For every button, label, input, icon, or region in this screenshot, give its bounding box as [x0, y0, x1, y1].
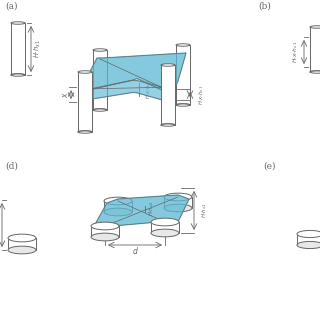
Polygon shape [93, 195, 189, 228]
Text: (e): (e) [263, 162, 276, 171]
Ellipse shape [164, 204, 192, 212]
Polygon shape [161, 65, 175, 125]
Polygon shape [78, 72, 92, 132]
Polygon shape [310, 27, 320, 72]
Polygon shape [80, 53, 186, 93]
Ellipse shape [11, 74, 25, 76]
Ellipse shape [11, 22, 25, 24]
Polygon shape [297, 234, 320, 245]
Ellipse shape [151, 229, 179, 237]
Ellipse shape [310, 71, 320, 73]
Polygon shape [11, 23, 25, 75]
Ellipse shape [104, 197, 132, 205]
Ellipse shape [93, 109, 107, 111]
Ellipse shape [78, 131, 92, 133]
Text: $H$-$x$-$h_{x2}$: $H$-$x$-$h_{x2}$ [144, 78, 153, 99]
Text: $H$-$h_{x1}$: $H$-$h_{x1}$ [33, 40, 43, 58]
Ellipse shape [310, 26, 320, 28]
Polygon shape [164, 197, 192, 208]
Ellipse shape [91, 222, 119, 230]
Text: $d$: $d$ [132, 244, 139, 255]
Ellipse shape [93, 49, 107, 51]
Polygon shape [93, 50, 107, 110]
Polygon shape [104, 201, 132, 212]
Text: (a): (a) [5, 2, 18, 11]
Ellipse shape [151, 218, 179, 226]
Ellipse shape [297, 230, 320, 237]
Ellipse shape [104, 208, 132, 216]
Text: (b): (b) [258, 2, 271, 11]
Ellipse shape [8, 246, 36, 254]
Ellipse shape [8, 234, 36, 242]
Text: (d): (d) [5, 162, 18, 171]
Ellipse shape [176, 104, 190, 106]
Text: $H$-$x$-$h_{x1}$: $H$-$x$-$h_{x1}$ [197, 84, 206, 105]
Text: $x$: $x$ [60, 91, 69, 98]
Ellipse shape [91, 233, 119, 241]
Ellipse shape [78, 71, 92, 73]
Ellipse shape [176, 44, 190, 46]
Text: $H$-$h_{x1}$: $H$-$h_{x1}$ [200, 203, 209, 219]
Polygon shape [8, 238, 36, 250]
Text: $H$-$h_{x2}$: $H$-$h_{x2}$ [148, 200, 156, 216]
Ellipse shape [297, 241, 320, 249]
Polygon shape [91, 226, 119, 237]
Polygon shape [176, 45, 190, 105]
Polygon shape [151, 222, 179, 233]
Ellipse shape [164, 193, 192, 201]
Ellipse shape [161, 124, 175, 126]
Ellipse shape [161, 64, 175, 66]
Polygon shape [85, 81, 174, 103]
Text: $H$-$x$-$h_{x1}$: $H$-$x$-$h_{x1}$ [292, 41, 300, 63]
